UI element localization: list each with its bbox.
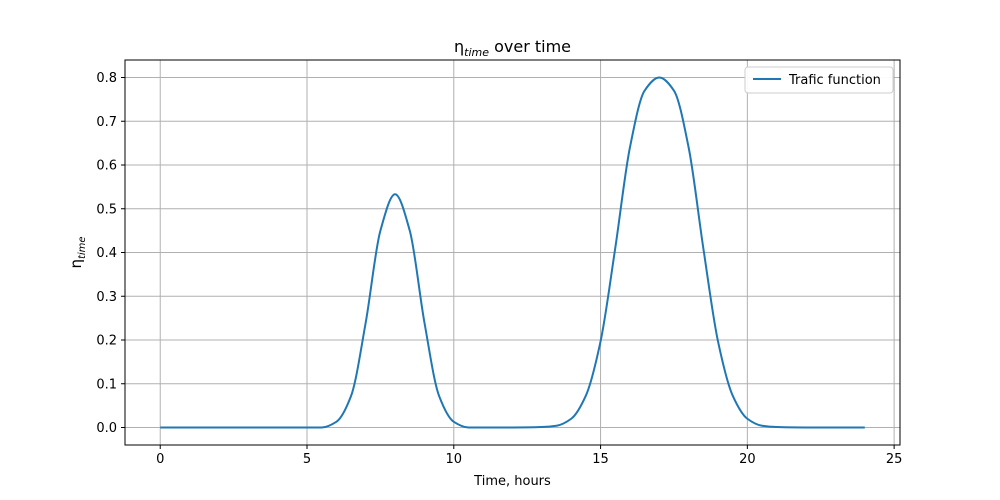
series-line-0 xyxy=(160,76,865,429)
y-tick-label: 0.6 xyxy=(96,159,117,174)
y-tick-label: 0.3 xyxy=(96,290,117,305)
legend: Trafic function xyxy=(744,66,894,94)
x-tick-label: 20 xyxy=(739,452,756,467)
y-tick-label: 0.1 xyxy=(96,377,117,392)
legend-box xyxy=(744,66,894,94)
x-tick-label: 10 xyxy=(446,452,463,467)
y-tick-label: 0.8 xyxy=(96,71,117,86)
chart-title: ηtime over time xyxy=(454,37,571,59)
x-tick-label: 5 xyxy=(303,452,311,467)
x-axis-label: Time, hours xyxy=(473,474,551,489)
y-tick-label: 0.2 xyxy=(96,334,117,349)
series-layer xyxy=(160,76,865,429)
y-tick-label: 0.7 xyxy=(96,115,117,130)
x-tick-label: 0 xyxy=(156,452,164,467)
x-tick-label: 25 xyxy=(886,452,903,467)
ticks: 0 5 10 15 20 25 0.0 0.1 0.2 0.3 0.4 0.5 0.6 0.7 0.8 xyxy=(96,71,902,467)
x-tick-label: 15 xyxy=(592,452,609,467)
y-axis-label: ηtime xyxy=(67,236,88,268)
legend-label: Trafic function xyxy=(788,73,881,88)
y-tick-label: 0.0 xyxy=(96,421,117,436)
y-tick-label: 0.4 xyxy=(96,246,117,261)
y-tick-label: 0.5 xyxy=(96,202,117,217)
